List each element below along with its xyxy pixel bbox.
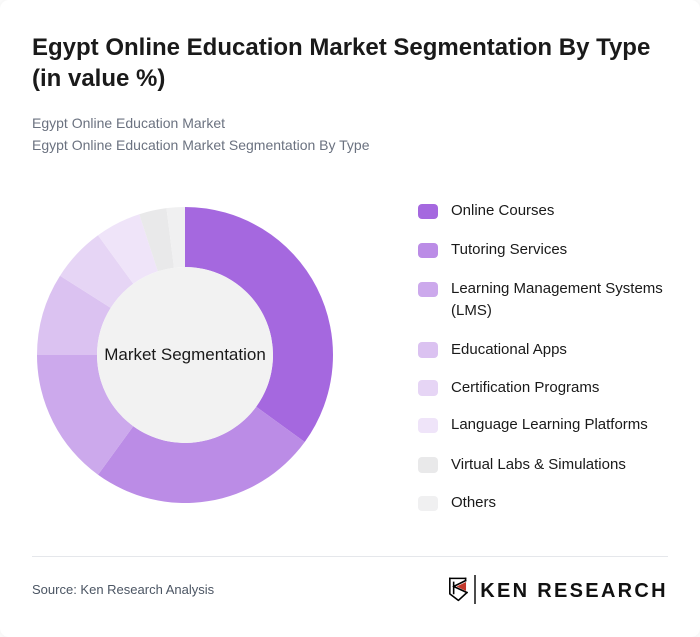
svg-text:Market Segmentation: Market Segmentation [104,345,266,364]
svg-text:KEN RESEARCH: KEN RESEARCH [480,580,668,602]
